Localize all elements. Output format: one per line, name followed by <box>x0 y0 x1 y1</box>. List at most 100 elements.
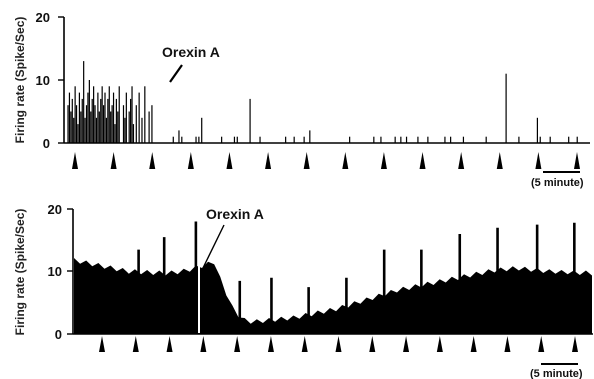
top-rate-bar <box>105 117 108 143</box>
top-rate-bar <box>68 92 71 143</box>
bottom-y-tick-label-20: 20 <box>48 202 62 217</box>
top-rate-bar <box>178 130 180 143</box>
top-rate-bar <box>132 124 135 143</box>
bottom-injection-marker <box>572 336 578 352</box>
bottom-spike-peak <box>137 249 140 335</box>
bottom-y-tick-label-0: 0 <box>55 327 62 342</box>
top-rate-bar <box>138 92 140 143</box>
top-rate-bar <box>71 98 73 143</box>
top-rate-bar <box>151 105 153 143</box>
top-injection-marker <box>574 152 580 169</box>
top-rate-bar <box>122 105 125 143</box>
top-rate-bar <box>462 136 465 143</box>
top-rate-bar <box>78 92 80 143</box>
top-rate-bar <box>77 124 79 143</box>
top-rate-bar <box>135 105 137 143</box>
top-rate-bar <box>75 105 78 143</box>
bottom-spike-peak <box>345 277 348 334</box>
top-injection-marker <box>226 152 233 169</box>
bottom-injection-marker <box>99 336 105 352</box>
bottom-injection-marker <box>470 336 477 352</box>
top-rate-bar <box>88 80 90 143</box>
bottom-injection-marker <box>234 336 241 352</box>
top-panel: Firing rate (Spike/Sec) 20 10 0 Orexin A… <box>13 10 590 189</box>
bottom-panel: Firing rate (Spike/Sec) 20 10 0 Orexin A… <box>13 202 593 379</box>
bottom-injection-marker <box>538 336 545 352</box>
top-rate-bar <box>236 136 238 143</box>
top-injection-marker <box>496 152 503 169</box>
top-rate-bar <box>144 86 146 143</box>
top-rate-bar <box>125 92 127 143</box>
top-orexin-label: Orexin A <box>162 44 220 60</box>
top-rate-bar <box>114 124 116 143</box>
bottom-spike-peak <box>238 280 242 335</box>
top-rate-bar <box>73 117 75 143</box>
bottom-injection-marker <box>504 336 511 352</box>
top-rate-bar <box>181 136 183 143</box>
top-injection-marker <box>419 152 426 169</box>
top-rate-bar <box>405 136 408 143</box>
top-rate-bar <box>110 111 112 143</box>
bottom-spike-peak <box>420 249 423 335</box>
top-rate-bar <box>117 111 119 143</box>
top-rate-bar <box>259 136 261 143</box>
top-injection-marker <box>380 152 387 169</box>
top-injection-marker <box>342 152 349 169</box>
top-rate-bar <box>111 105 113 143</box>
top-rate-bar <box>67 105 69 143</box>
top-rate-bar <box>95 117 98 143</box>
top-orexin-pointer <box>169 64 183 83</box>
top-rate-bar <box>83 61 85 143</box>
top-y-tick-label-20: 20 <box>36 10 50 25</box>
top-rate-bar <box>373 136 375 143</box>
bottom-injection-marker <box>267 336 274 352</box>
top-rate-bar <box>400 136 402 143</box>
top-rate-bar <box>568 136 570 143</box>
bottom-scale-bar-label: (5 minute) <box>530 368 583 379</box>
top-rate-bar <box>576 136 578 143</box>
bottom-spike-peak <box>307 287 310 335</box>
top-rate-bar <box>394 136 396 143</box>
top-scale-bar-label: (5 minute) <box>531 177 584 189</box>
top-rate-bar <box>444 136 446 143</box>
bottom-injection-markers <box>99 336 578 352</box>
bottom-y-tick-label-10: 10 <box>48 264 62 279</box>
top-rate-bar <box>87 92 89 143</box>
bottom-spike-peak <box>162 237 166 335</box>
bottom-spike-peak <box>535 224 539 335</box>
top-rate-bar <box>130 98 132 143</box>
top-rate-bar <box>172 136 174 143</box>
bottom-orexin-pointer <box>202 224 225 269</box>
top-rate-bar <box>74 86 76 143</box>
top-rate-bar <box>131 86 133 143</box>
top-injection-marker <box>458 152 465 169</box>
top-rate-bar <box>94 105 96 143</box>
top-rate-bar <box>293 136 295 143</box>
bottom-spike-peak <box>496 227 499 334</box>
top-rate-bar <box>221 136 223 143</box>
top-injection-marker <box>187 152 194 169</box>
top-rate-bar <box>536 117 538 143</box>
top-rate-bar <box>148 111 150 143</box>
top-y-tick-label-0: 0 <box>43 136 50 151</box>
top-rate-bar <box>549 136 551 143</box>
top-injection-marker <box>149 152 156 169</box>
top-rate-bar <box>80 111 82 143</box>
top-rate-bar <box>285 136 287 143</box>
top-y-tick-label-10: 10 <box>36 73 50 88</box>
top-rate-bar <box>97 92 99 143</box>
bottom-firing-area <box>74 258 592 334</box>
bottom-injection-marker <box>369 336 376 352</box>
top-rate-bar <box>118 86 120 143</box>
top-rate-bar <box>417 136 419 143</box>
top-rate-bar <box>70 111 72 143</box>
top-rate-bar <box>309 130 311 143</box>
top-rate-bar <box>518 136 520 143</box>
bottom-spike-peak <box>194 221 198 334</box>
bottom-injection-marker <box>335 336 342 352</box>
top-rate-bar <box>141 117 143 143</box>
top-rate-bar <box>107 98 109 143</box>
top-injection-marker <box>110 152 117 169</box>
bottom-injection-marker <box>301 336 308 352</box>
